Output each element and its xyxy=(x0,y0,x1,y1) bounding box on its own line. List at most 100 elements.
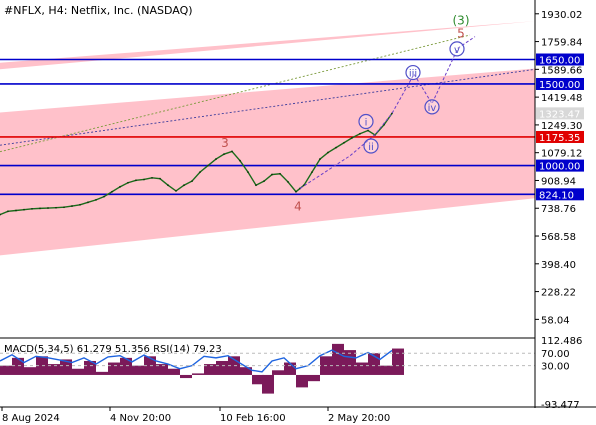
macd-bar xyxy=(392,348,404,375)
price-point xyxy=(287,181,289,183)
x-tick-label-2: 10 Feb 16:00 xyxy=(220,413,286,424)
level-label-1: 1500.00 xyxy=(539,80,580,91)
y-tick-label-0: 1930.02 xyxy=(541,10,582,21)
macd-bar xyxy=(284,362,296,375)
price-point xyxy=(151,176,153,179)
macd-bar xyxy=(72,368,84,375)
price-point xyxy=(95,198,97,201)
indicator-plot xyxy=(0,343,535,394)
price-point xyxy=(343,141,345,144)
wave-label-circle-8 xyxy=(449,41,465,57)
macd-bar xyxy=(252,374,264,385)
price-point xyxy=(359,132,361,135)
y-tick-label-6: 908.94 xyxy=(541,176,576,187)
x-tick-label-0: 8 Aug 2024 xyxy=(2,413,60,424)
level-label-3: 1000.00 xyxy=(539,162,580,173)
indicator-tick-label-0: 112.486 xyxy=(541,336,582,347)
wave-label-6: iii xyxy=(409,69,417,80)
macd-bar xyxy=(216,360,228,375)
price-point xyxy=(143,178,145,181)
price-point xyxy=(231,150,233,153)
current-price-tag xyxy=(536,107,584,120)
macd-bar xyxy=(48,364,60,375)
price-point xyxy=(111,190,113,193)
price-point xyxy=(159,177,161,180)
chart-title: #NFLX, H4: Netflix, Inc. (NASDAQ) xyxy=(4,4,193,17)
price-point xyxy=(127,181,129,184)
price-point xyxy=(55,206,57,209)
price-point xyxy=(215,158,217,160)
macd-bar xyxy=(262,374,274,394)
wave-label-circle-4 xyxy=(358,113,374,130)
current-price-label: 1323.47 xyxy=(539,109,580,120)
price-point xyxy=(7,210,9,213)
indicator-tick-label-2: 30.00 xyxy=(541,362,570,373)
level-label-0: 1650.00 xyxy=(539,56,580,67)
macd-bar xyxy=(108,362,120,375)
wave-projection xyxy=(299,36,476,189)
wave-label-8: v xyxy=(454,45,460,56)
price-point xyxy=(79,203,81,206)
price-point xyxy=(183,184,185,187)
level-label-2: 1175.35 xyxy=(539,133,580,144)
price-point xyxy=(239,159,241,162)
price-point xyxy=(367,129,369,132)
price-point xyxy=(311,171,313,174)
price-point xyxy=(191,180,193,183)
price-point xyxy=(63,206,65,209)
price-point xyxy=(39,207,41,210)
y-tick-label-2: 1589.66 xyxy=(541,65,582,76)
level-tag-3 xyxy=(536,159,584,172)
indicator-label: MACD(5,34,5) 61.279 51.356 RSI(14) 79.23 xyxy=(4,344,222,355)
price-point xyxy=(135,179,137,182)
price-point xyxy=(327,151,329,154)
level-tag-4 xyxy=(536,188,584,201)
macd-bar xyxy=(12,357,24,375)
macd-bar xyxy=(192,373,204,375)
macd-bar xyxy=(60,359,72,375)
price-point xyxy=(0,213,1,216)
wave-label-2: 5 xyxy=(457,26,465,40)
trend-line-1 xyxy=(0,34,471,153)
price-point xyxy=(295,190,297,193)
wave-label-7: iv xyxy=(428,103,437,114)
price-point xyxy=(223,153,225,156)
price-point xyxy=(271,173,273,176)
level-tag-1 xyxy=(536,77,584,90)
macd-bar xyxy=(272,370,284,375)
y-tick-label-7: 738.76 xyxy=(541,204,576,215)
price-point xyxy=(23,208,25,211)
y-tick-label-4: 1249.30 xyxy=(541,121,582,132)
macd-bar xyxy=(356,362,368,375)
price-point xyxy=(87,201,89,204)
price-point xyxy=(319,158,321,160)
level-tag-0 xyxy=(536,53,584,66)
macd-bar xyxy=(296,374,308,388)
level-tag-2 xyxy=(536,130,584,143)
wave-label-0: 3 xyxy=(221,136,229,150)
macd-bar xyxy=(96,371,108,375)
price-point xyxy=(263,180,265,183)
price-point xyxy=(175,190,177,192)
wave-label-5: ii xyxy=(368,142,374,153)
wave-label-circle-7 xyxy=(424,99,440,115)
macd-bar xyxy=(156,364,168,375)
macd-bar xyxy=(0,365,12,375)
macd-bar xyxy=(240,367,252,375)
y-tick-label-9: 398.40 xyxy=(541,260,576,271)
wave-label-3: (3) xyxy=(453,13,470,27)
price-point xyxy=(167,184,169,187)
y-tick-label-1: 1759.84 xyxy=(541,38,582,49)
macd-bar xyxy=(168,368,180,375)
price-point xyxy=(103,195,105,198)
indicator-tick-label-3: -93.477 xyxy=(541,400,580,411)
price-point xyxy=(351,136,353,139)
wave-label-1: 4 xyxy=(294,199,302,213)
price-point xyxy=(199,171,201,174)
channel-lower-band xyxy=(0,68,535,256)
macd-bar xyxy=(120,357,132,375)
macd-bar xyxy=(24,367,36,375)
